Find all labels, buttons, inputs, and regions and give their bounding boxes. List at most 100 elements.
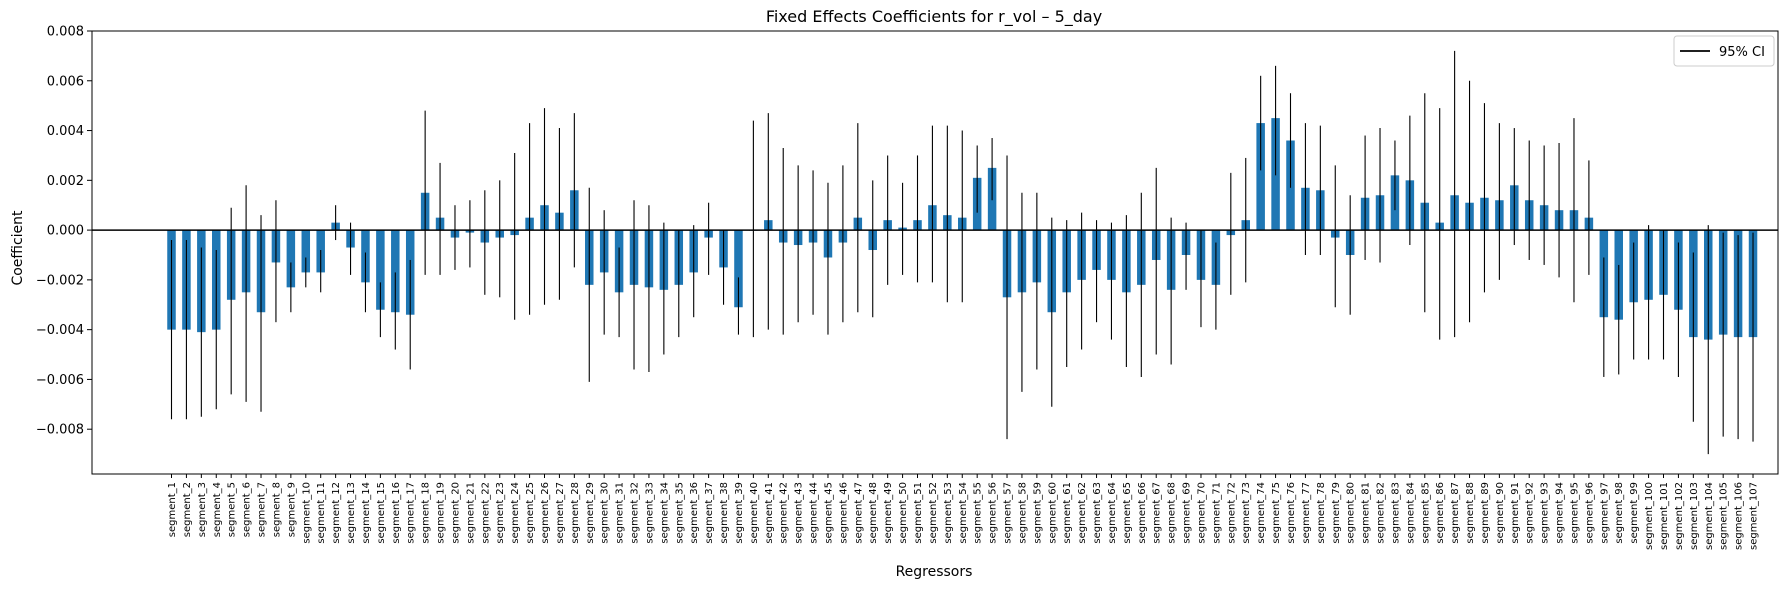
x-tick-label: segment_21 [465, 482, 476, 544]
x-tick-label: segment_81 [1361, 482, 1372, 544]
x-tick-label: segment_50 [898, 482, 909, 544]
y-tick-label: −0.002 [36, 273, 84, 288]
x-tick-label: segment_31 [615, 482, 626, 544]
x-tick-label: segment_85 [1420, 482, 1431, 544]
y-axis: −0.008 −0.006 −0.004 −0.002 0.000 0.002 0.004 0… [36, 25, 92, 438]
x-tick-label: segment_76 [1286, 482, 1297, 544]
x-tick-label: segment_75 [1271, 482, 1282, 544]
x-tick-label: segment_33 [644, 482, 655, 544]
x-tick-label: segment_87 [1450, 482, 1461, 544]
x-tick-label: segment_58 [1017, 482, 1028, 544]
x-tick-label: segment_20 [450, 482, 461, 544]
y-tick-label: 0.000 [47, 224, 84, 239]
x-tick-label: segment_8 [271, 482, 282, 537]
x-tick-label: segment_92 [1525, 482, 1536, 544]
x-tick-label: segment_38 [719, 482, 730, 544]
y-tick-label: 0.002 [47, 174, 84, 189]
x-tick-label: segment_61 [1062, 482, 1073, 544]
x-tick-label: segment_1 [167, 482, 178, 537]
x-tick-label: segment_57 [1003, 482, 1014, 544]
x-tick-label: segment_83 [1390, 482, 1401, 544]
x-tick-label: segment_49 [883, 482, 894, 544]
x-tick-label: segment_51 [913, 482, 924, 544]
legend-entry-ci: 95% CI [1719, 45, 1765, 60]
x-axis: segment_1 segment_2 segment_3 segment_4 segm… [167, 474, 1760, 550]
plot-frame [91, 30, 1779, 475]
x-tick-label: segment_34 [659, 482, 670, 544]
x-tick-label: segment_90 [1495, 482, 1506, 544]
x-tick-label: segment_62 [1077, 482, 1088, 544]
x-tick-label: segment_42 [779, 482, 790, 544]
bar-segment_74 [1256, 123, 1265, 231]
x-tick-label: segment_11 [316, 482, 327, 544]
x-tick-label: segment_32 [630, 482, 641, 544]
x-tick-label: segment_82 [1376, 482, 1387, 544]
bar-segment_39 [734, 230, 743, 308]
x-tick-label: segment_63 [1092, 482, 1103, 544]
x-tick-label: segment_23 [495, 482, 506, 544]
x-tick-label: segment_53 [943, 482, 954, 544]
x-tick-label: segment_86 [1435, 482, 1446, 544]
x-tick-label: segment_95 [1569, 482, 1580, 544]
y-tick-label: 0.008 [47, 25, 84, 40]
bar-segment_16 [391, 230, 400, 313]
x-tick-label: segment_84 [1405, 482, 1416, 544]
x-tick-label: segment_14 [361, 482, 372, 544]
x-tick-label: segment_25 [525, 482, 536, 544]
x-tick-label: segment_73 [1241, 482, 1252, 544]
x-tick-label: segment_2 [182, 482, 193, 537]
x-tick-label: segment_46 [838, 482, 849, 544]
x-tick-label: segment_98 [1614, 482, 1625, 544]
x-tick-label: segment_16 [391, 482, 402, 544]
x-tick-label: segment_35 [674, 482, 685, 544]
x-tick-label: segment_47 [853, 482, 864, 544]
x-tick-label: segment_100 [1644, 482, 1655, 550]
x-tick-label: segment_66 [1137, 482, 1148, 544]
x-tick-label: segment_69 [1182, 482, 1193, 544]
x-tick-label: segment_29 [585, 482, 596, 544]
x-tick-label: segment_45 [823, 482, 834, 544]
x-tick-label: segment_88 [1465, 482, 1476, 544]
x-tick-label: segment_70 [1196, 482, 1207, 544]
legend-box [1673, 35, 1775, 67]
x-tick-label: segment_22 [480, 482, 491, 544]
x-tick-label: segment_12 [331, 482, 342, 544]
x-tick-label: segment_56 [988, 482, 999, 544]
x-tick-label: segment_28 [570, 482, 581, 544]
x-tick-label: segment_40 [749, 482, 760, 544]
chart-title: Fixed Effects Coefficients for r_vol – 5… [766, 7, 1102, 27]
x-tick-label: segment_30 [600, 482, 611, 544]
x-tick-label: segment_93 [1540, 482, 1551, 544]
x-tick-label: segment_24 [510, 482, 521, 544]
x-tick-label: segment_77 [1301, 482, 1312, 544]
x-tick-label: segment_97 [1599, 482, 1610, 544]
bar-segment_9 [286, 230, 296, 288]
x-tick-label: segment_5 [227, 482, 238, 537]
x-tick-label: segment_9 [286, 482, 297, 537]
x-tick-label: segment_44 [809, 482, 820, 544]
y-axis-label: Coefficient [10, 210, 26, 286]
x-tick-label: segment_52 [928, 482, 939, 544]
y-tick-label: −0.004 [36, 323, 84, 338]
x-tick-label: segment_17 [406, 482, 417, 544]
x-tick-label: segment_59 [1032, 482, 1043, 544]
x-tick-label: segment_72 [1226, 482, 1237, 544]
x-tick-label: segment_7 [257, 482, 268, 537]
x-tick-label: segment_68 [1167, 482, 1178, 544]
x-tick-label: segment_101 [1659, 482, 1670, 550]
x-tick-label: segment_26 [540, 482, 551, 544]
x-tick-label: segment_71 [1211, 482, 1222, 544]
x-tick-label: segment_54 [958, 482, 969, 544]
x-tick-label: segment_6 [242, 482, 253, 537]
x-tick-label: segment_91 [1510, 482, 1521, 544]
x-tick-label: segment_41 [764, 482, 775, 544]
x-tick-label: segment_27 [555, 482, 566, 544]
x-tick-label: segment_4 [212, 482, 223, 537]
x-tick-label: segment_43 [794, 482, 805, 544]
x-tick-label: segment_67 [1152, 482, 1163, 544]
x-tick-label: segment_19 [436, 482, 447, 544]
x-tick-label: segment_36 [689, 482, 700, 544]
legend: 95% CI [1673, 35, 1775, 67]
x-tick-label: segment_96 [1584, 482, 1595, 544]
x-tick-label: segment_65 [1122, 482, 1133, 544]
